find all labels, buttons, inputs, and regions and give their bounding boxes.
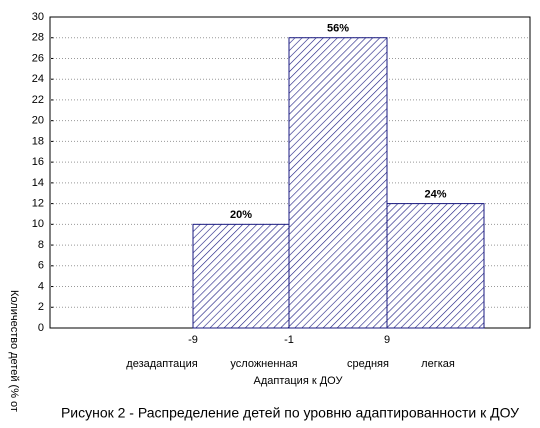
y-tick-label: 18: [32, 135, 44, 147]
bar: [386, 203, 485, 329]
y-tick-label: 12: [32, 198, 44, 210]
y-tick-label: 2: [38, 301, 44, 313]
x-tick-label: -9: [188, 334, 198, 346]
bar: [192, 223, 290, 329]
y-tick-label: 26: [32, 52, 44, 64]
y-tick-label: 20: [32, 115, 44, 127]
y-tick-label: 8: [38, 239, 44, 251]
y-axis-label: Количество детей (% от: [8, 290, 20, 412]
y-tick-label: 0: [38, 322, 44, 334]
y-tick-label: 4: [38, 280, 44, 292]
caption: Рисунок 2 - Распределение детей по уровн…: [61, 405, 519, 421]
y-tick-label: 6: [38, 260, 44, 272]
x-axis-label: Адаптация к ДОУ: [254, 375, 344, 387]
y-tick-label: 16: [32, 156, 44, 168]
y-tick-label: 30: [32, 11, 44, 23]
category-label: усложненная: [230, 358, 297, 370]
value-label: 24%: [424, 189, 446, 201]
y-tick-label: 10: [32, 218, 44, 230]
x-tick-label: 9: [384, 334, 390, 346]
category-label: средняя: [347, 358, 389, 370]
category-label: дезадаптация: [126, 358, 197, 370]
value-label: 56%: [327, 23, 349, 35]
y-tick-label: 14: [32, 177, 44, 189]
category-label: легкая: [421, 358, 455, 370]
bar: [288, 37, 388, 329]
x-tick-label: -1: [284, 334, 294, 346]
y-tick-label: 22: [32, 94, 44, 106]
y-tick-label: 28: [32, 32, 44, 44]
y-tick-label: 24: [32, 73, 44, 85]
value-label: 20%: [230, 209, 252, 221]
